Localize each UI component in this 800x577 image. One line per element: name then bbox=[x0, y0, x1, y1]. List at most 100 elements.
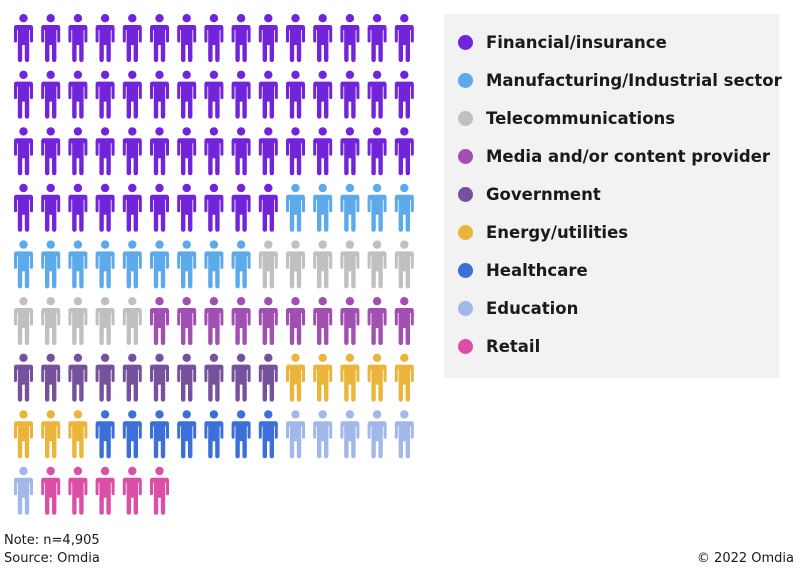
legend-dot-icon bbox=[458, 72, 473, 88]
legend-item-education: Education bbox=[458, 296, 578, 320]
person-icon bbox=[340, 410, 360, 459]
person-icon bbox=[150, 127, 169, 176]
person-icon bbox=[313, 297, 333, 345]
person-icon bbox=[14, 70, 33, 119]
person-icon bbox=[394, 240, 414, 289]
person-icon bbox=[313, 127, 333, 176]
legend-item-telecommunications: Telecommunications bbox=[458, 106, 675, 130]
person-icon bbox=[231, 70, 251, 119]
person-icon bbox=[150, 353, 169, 402]
person-icon bbox=[41, 14, 61, 62]
person-icon bbox=[95, 240, 115, 289]
person-icon bbox=[177, 14, 197, 62]
person-icon bbox=[394, 127, 414, 176]
legend-dot-icon bbox=[458, 110, 473, 126]
person-icon bbox=[41, 127, 61, 176]
person-icon bbox=[286, 70, 305, 119]
person-icon bbox=[14, 353, 33, 402]
person-icon bbox=[367, 240, 387, 289]
person-icon bbox=[286, 14, 305, 62]
person-icon bbox=[340, 70, 360, 119]
footnote-source: Source: Omdia bbox=[4, 551, 100, 566]
person-icon bbox=[95, 14, 115, 62]
person-icon bbox=[177, 297, 197, 345]
legend-dot-icon bbox=[458, 338, 473, 354]
person-icon bbox=[41, 466, 61, 515]
person-icon bbox=[204, 297, 224, 345]
person-icon bbox=[313, 353, 333, 402]
person-icon bbox=[150, 297, 169, 345]
person-icon bbox=[177, 240, 197, 289]
person-icon bbox=[68, 410, 88, 459]
person-icon bbox=[177, 353, 197, 402]
person-icon bbox=[367, 183, 387, 232]
person-icon bbox=[258, 70, 278, 119]
person-icon bbox=[68, 14, 88, 62]
person-icon bbox=[367, 297, 387, 345]
person-icon bbox=[394, 297, 414, 345]
copyright-text: © 2022 Omdia bbox=[696, 551, 794, 566]
person-icon bbox=[258, 14, 278, 62]
person-icon bbox=[177, 183, 197, 232]
legend-label: Media and/or content provider bbox=[486, 146, 771, 166]
person-icon bbox=[367, 410, 387, 459]
legend-label: Healthcare bbox=[486, 260, 588, 280]
person-icon bbox=[14, 183, 33, 232]
person-icon bbox=[367, 353, 387, 402]
person-icon bbox=[231, 410, 251, 459]
person-icon bbox=[150, 183, 169, 232]
person-icon bbox=[313, 14, 333, 62]
person-icon bbox=[286, 127, 305, 176]
legend-dot-icon bbox=[458, 148, 473, 164]
person-icon bbox=[340, 183, 360, 232]
person-icon bbox=[68, 70, 88, 119]
person-icon bbox=[313, 70, 333, 119]
person-icon bbox=[177, 127, 197, 176]
legend-label: Retail bbox=[486, 336, 541, 356]
person-icon bbox=[122, 353, 142, 402]
person-icon bbox=[122, 410, 142, 459]
person-icon bbox=[14, 297, 33, 345]
person-icon bbox=[286, 297, 305, 345]
person-icon bbox=[150, 410, 169, 459]
person-icon bbox=[95, 466, 115, 515]
person-icon bbox=[68, 127, 88, 176]
person-icon bbox=[68, 353, 88, 402]
person-icon bbox=[231, 127, 251, 176]
legend-dot-icon bbox=[458, 262, 473, 278]
person-icon bbox=[68, 240, 88, 289]
person-icon bbox=[122, 70, 142, 119]
legend-label: Energy/utilities bbox=[486, 222, 629, 242]
person-icon bbox=[367, 14, 387, 62]
person-icon bbox=[14, 240, 33, 289]
legend-dot-icon bbox=[458, 224, 473, 240]
person-icon bbox=[313, 410, 333, 459]
person-icon bbox=[122, 127, 142, 176]
person-icon bbox=[394, 410, 414, 459]
person-icon bbox=[41, 353, 61, 402]
person-icon bbox=[122, 14, 142, 62]
person-icon bbox=[258, 353, 278, 402]
person-icon bbox=[258, 240, 278, 289]
person-icon bbox=[41, 70, 61, 119]
legend-item-media: Media and/or content provider bbox=[458, 144, 770, 168]
person-icon bbox=[204, 127, 224, 176]
person-icon bbox=[95, 353, 115, 402]
person-icon bbox=[340, 127, 360, 176]
person-icon bbox=[286, 240, 305, 289]
person-icon bbox=[231, 297, 251, 345]
legend-label: Telecommunications bbox=[486, 108, 676, 128]
person-icon bbox=[340, 297, 360, 345]
person-icon bbox=[95, 297, 115, 345]
person-icon bbox=[177, 70, 197, 119]
person-icon bbox=[313, 183, 333, 232]
legend-label: Government bbox=[486, 184, 601, 204]
person-icon bbox=[41, 297, 61, 345]
person-icon bbox=[41, 410, 61, 459]
person-icon bbox=[204, 14, 224, 62]
person-icon bbox=[204, 70, 224, 119]
legend-item-retail: Retail bbox=[458, 334, 540, 358]
person-icon bbox=[95, 410, 115, 459]
person-icon bbox=[14, 466, 33, 515]
